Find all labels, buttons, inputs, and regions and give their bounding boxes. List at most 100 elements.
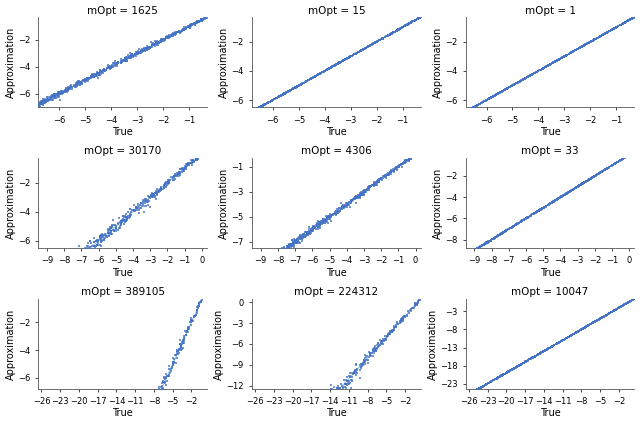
Point <box>415 14 426 20</box>
Point <box>580 324 590 331</box>
Point <box>196 17 206 24</box>
Point <box>382 172 392 179</box>
Point <box>619 155 629 162</box>
Point <box>532 68 543 75</box>
Point <box>116 218 126 225</box>
Point <box>504 226 515 232</box>
Point <box>38 98 49 105</box>
Point <box>92 71 102 78</box>
Point <box>326 385 337 392</box>
Point <box>405 20 415 26</box>
Point <box>176 342 186 349</box>
Point <box>559 336 570 343</box>
Point <box>168 361 178 368</box>
Point <box>621 300 631 307</box>
Point <box>499 229 509 235</box>
Point <box>360 358 370 365</box>
Point <box>480 97 490 104</box>
Point <box>614 304 624 311</box>
Point <box>116 218 127 225</box>
Point <box>508 223 518 229</box>
Point <box>564 189 574 195</box>
Point <box>288 85 298 92</box>
Point <box>529 210 540 217</box>
Point <box>604 310 614 316</box>
Point <box>548 59 559 66</box>
Point <box>520 75 530 82</box>
Point <box>529 70 540 76</box>
Point <box>584 176 594 183</box>
Point <box>188 21 198 28</box>
Point <box>627 15 637 22</box>
Point <box>472 386 483 393</box>
Point <box>152 38 163 45</box>
Point <box>499 87 509 94</box>
Point <box>568 48 578 55</box>
Point <box>392 27 403 33</box>
Point <box>497 230 507 237</box>
Point <box>589 173 599 180</box>
Point <box>174 170 184 177</box>
Point <box>382 172 392 179</box>
Point <box>374 178 384 185</box>
Point <box>410 17 420 24</box>
Point <box>482 96 492 103</box>
Point <box>477 99 487 106</box>
Point <box>192 154 202 161</box>
Point <box>595 170 605 176</box>
Point <box>364 349 374 356</box>
Point <box>616 303 627 310</box>
Point <box>612 24 622 31</box>
Point <box>547 343 557 350</box>
Point <box>551 196 561 203</box>
Point <box>470 103 481 109</box>
Point <box>138 47 148 53</box>
Point <box>179 165 189 172</box>
Point <box>336 205 346 212</box>
Point <box>192 307 202 313</box>
Point <box>98 237 108 244</box>
Point <box>541 203 551 209</box>
Point <box>402 156 412 163</box>
Point <box>471 102 481 109</box>
Point <box>276 245 287 251</box>
Point <box>629 296 639 302</box>
Point <box>515 78 525 84</box>
Point <box>161 184 171 191</box>
Point <box>612 306 622 312</box>
Point <box>106 228 116 234</box>
Point <box>174 170 184 177</box>
Point <box>311 221 321 228</box>
Point <box>161 374 171 381</box>
Point <box>552 57 562 64</box>
Point <box>170 171 180 178</box>
Point <box>94 70 104 77</box>
Point <box>364 184 374 191</box>
Point <box>320 67 330 74</box>
Point <box>487 94 497 100</box>
Point <box>407 18 417 25</box>
Point <box>577 325 588 332</box>
Point <box>280 90 290 97</box>
Point <box>376 174 387 181</box>
Point <box>474 385 484 392</box>
Point <box>512 363 522 370</box>
Point <box>626 297 636 304</box>
Point <box>371 347 381 354</box>
Point <box>569 330 579 337</box>
Point <box>138 201 148 207</box>
Point <box>192 307 202 314</box>
Point <box>46 95 56 102</box>
Point <box>539 348 549 354</box>
Point <box>396 24 406 31</box>
Point <box>537 66 547 73</box>
Point <box>618 156 628 162</box>
Point <box>494 374 504 380</box>
Point <box>128 206 138 213</box>
Point <box>146 39 156 46</box>
Point <box>585 321 595 328</box>
Point <box>378 336 388 343</box>
Point <box>509 81 520 88</box>
Point <box>563 333 573 340</box>
Point <box>132 206 142 213</box>
